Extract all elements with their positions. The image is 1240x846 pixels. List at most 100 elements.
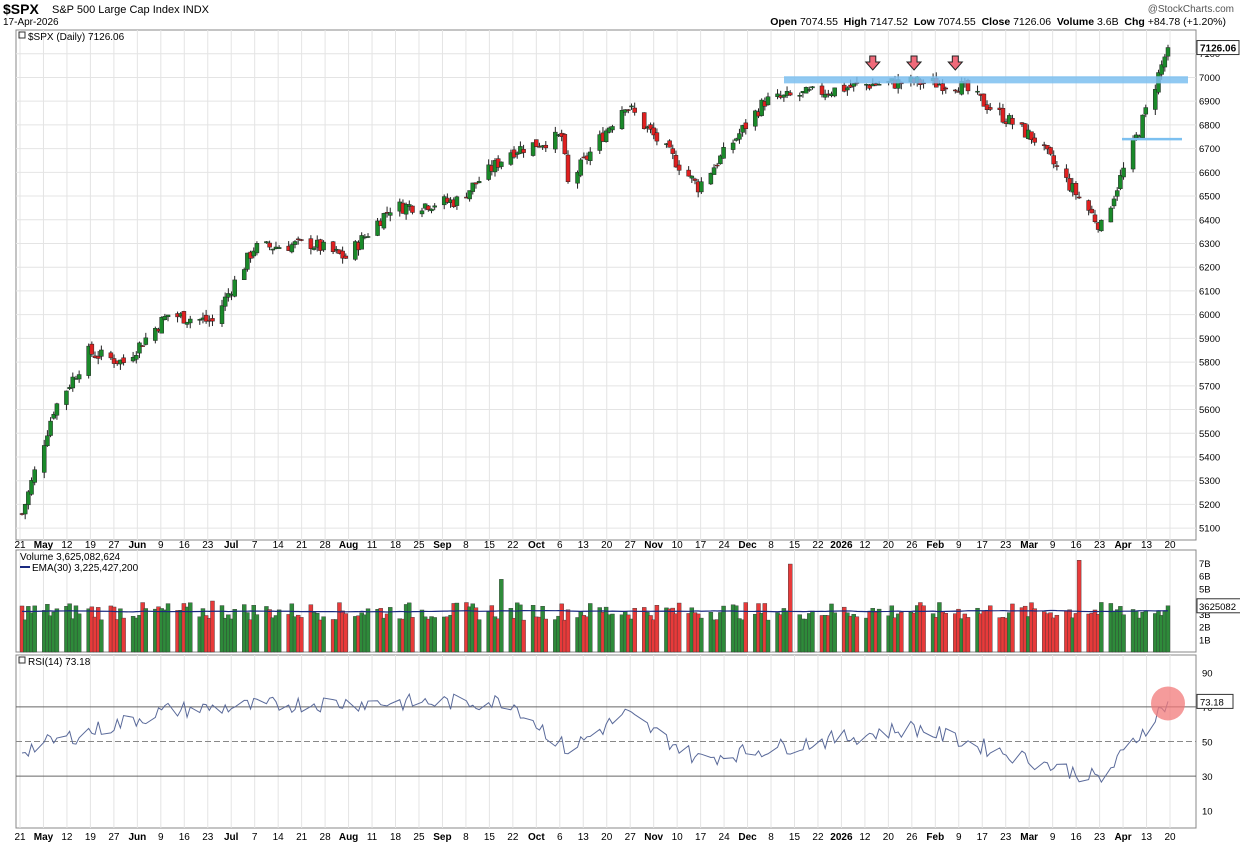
candle: [241, 269, 247, 280]
x-axis-label: Jul: [224, 540, 239, 551]
x-axis-label: Feb: [926, 832, 944, 843]
candle: [419, 210, 425, 215]
rsi-legend-swatch: [18, 656, 26, 664]
candle: [137, 342, 142, 354]
rsi-line: [21, 692, 1169, 784]
price-axis-tick: 6800: [1199, 120, 1220, 131]
volume-bar: [1054, 614, 1060, 653]
volume-bar: [165, 603, 171, 653]
price-axis-tick: 5600: [1199, 405, 1220, 416]
candle: [670, 148, 676, 154]
candle: [365, 236, 371, 238]
volume-bar: [343, 613, 349, 653]
x-axis-label: Feb: [926, 540, 944, 551]
volume-bar: [543, 618, 548, 653]
x-axis-label: 13: [1141, 540, 1153, 551]
candle: [308, 238, 314, 249]
x-axis-label: 18: [390, 832, 402, 843]
candle: [486, 164, 491, 180]
rsi-axis-tick: 50: [1202, 738, 1213, 749]
candle: [553, 131, 558, 150]
candle: [432, 205, 437, 208]
candle: [864, 84, 869, 86]
candle: [1086, 200, 1091, 211]
candle: [975, 90, 980, 93]
candle: [407, 204, 412, 207]
candle: [108, 352, 114, 359]
volume-bars-group: [19, 560, 1171, 653]
x-axis-label: 12: [61, 540, 73, 551]
candle: [267, 242, 272, 248]
candle: [1051, 155, 1056, 165]
x-axis-label: 23: [202, 540, 214, 551]
x-axis-label: 23: [1094, 540, 1106, 551]
candle: [26, 491, 31, 506]
x-axis-label: 6: [557, 540, 563, 551]
volume-bar: [1099, 602, 1104, 653]
x-axis-label: 9: [1050, 832, 1056, 843]
x-axis-label: 23: [1094, 832, 1106, 843]
ema-legend: EMA(30) 3,225,427,200: [32, 563, 139, 574]
x-axis-label: 27: [108, 540, 120, 551]
x-axis-label: 24: [719, 540, 731, 551]
rsi-last-tag: [1196, 693, 1234, 709]
x-axis-label: Jun: [128, 832, 146, 843]
ohlc-stats: Open 7074.55 High 7147.52 Low 7074.55 Cl…: [770, 16, 1226, 28]
volume-bar: [321, 616, 326, 653]
x-axis-label: 27: [625, 540, 637, 551]
candle: [1010, 118, 1015, 125]
x-axis-label: 27: [108, 832, 120, 843]
candle: [632, 107, 637, 113]
candle: [470, 182, 476, 192]
volume-bar: [921, 605, 926, 653]
candle: [1045, 145, 1050, 150]
x-axis-label: 20: [883, 832, 895, 843]
volume-legend: Volume 3,625,082,624: [20, 552, 121, 563]
candle: [22, 504, 28, 515]
x-axis-label: 16: [1071, 832, 1083, 843]
rsi-legend: RSI(14) 73.18: [28, 657, 91, 668]
candle: [264, 241, 269, 244]
x-axis-label: 23: [202, 832, 214, 843]
candle: [597, 134, 603, 151]
candle: [187, 318, 193, 324]
x-axis-label: 10: [672, 832, 684, 843]
price-axis-tick: 5500: [1199, 429, 1220, 440]
candle: [953, 89, 958, 92]
candle: [1111, 198, 1117, 207]
candle: [387, 212, 393, 216]
candle: [270, 248, 276, 251]
x-axis-label: 25: [413, 540, 425, 551]
candle: [686, 169, 691, 177]
volume-axis-tick: 3B: [1199, 610, 1211, 621]
candle: [543, 144, 549, 149]
volume-bar: [476, 619, 482, 653]
x-axis-label: 28: [320, 832, 332, 843]
candle: [648, 124, 653, 130]
volume-bar: [521, 619, 526, 653]
candle: [1162, 56, 1168, 68]
x-axis-label: 22: [812, 540, 824, 551]
candle: [121, 357, 126, 363]
down-arrow-annotation: [905, 55, 923, 71]
candle: [676, 164, 682, 171]
x-axis-label: Nov: [644, 540, 663, 551]
volume-bar: [121, 617, 126, 653]
candle: [743, 122, 749, 130]
candle: [822, 93, 828, 98]
x-axis-label: 25: [413, 832, 425, 843]
candle: [70, 376, 76, 389]
candle: [476, 181, 482, 184]
candle: [651, 127, 656, 136]
legend-swatch: [18, 31, 26, 39]
candle: [330, 241, 336, 252]
candle: [1165, 47, 1171, 57]
volume-bar: [588, 603, 593, 653]
candle: [1114, 190, 1120, 197]
volume-bar: [276, 609, 282, 653]
x-axis-label: Aug: [339, 832, 358, 843]
x-axis-label: 10: [672, 540, 684, 551]
x-axis-label: 9: [158, 540, 164, 551]
candle: [473, 182, 479, 185]
